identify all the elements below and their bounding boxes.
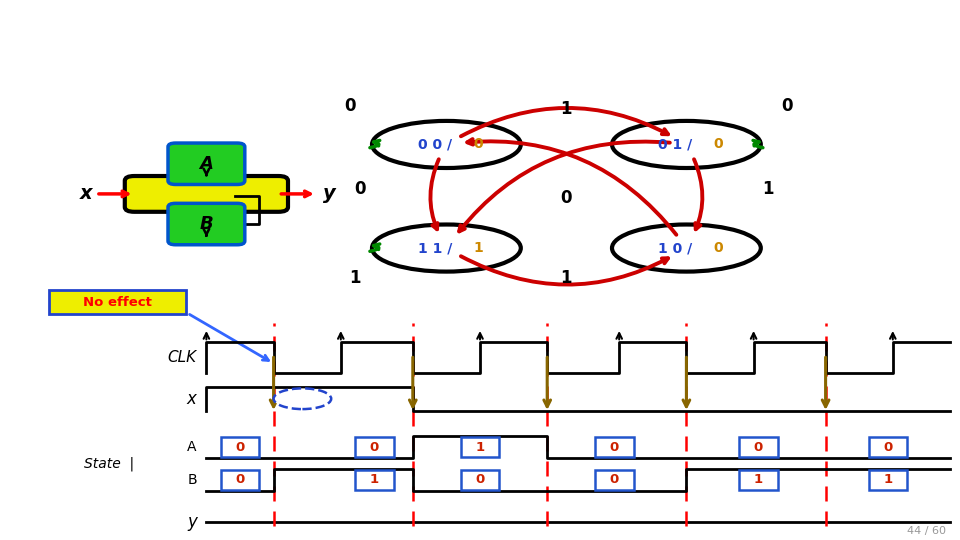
Text: 0: 0 — [235, 441, 245, 454]
Text: 0: 0 — [475, 474, 485, 487]
Text: 1: 1 — [349, 269, 361, 287]
Ellipse shape — [372, 225, 521, 272]
Text: y: y — [323, 184, 336, 204]
FancyBboxPatch shape — [355, 470, 394, 490]
Text: x: x — [187, 390, 197, 408]
Ellipse shape — [372, 121, 521, 168]
Text: 0: 0 — [235, 474, 245, 487]
Text: 1: 1 — [561, 100, 572, 118]
FancyBboxPatch shape — [168, 143, 245, 185]
Text: 1 1 /: 1 1 / — [418, 241, 452, 255]
Text: 0: 0 — [713, 241, 723, 255]
Text: No effect: No effect — [84, 296, 152, 309]
Text: 1: 1 — [762, 180, 774, 198]
Text: A: A — [187, 440, 197, 454]
FancyBboxPatch shape — [49, 291, 186, 314]
Text: 0: 0 — [781, 98, 793, 116]
FancyBboxPatch shape — [869, 470, 907, 490]
Text: 44 / 60: 44 / 60 — [906, 526, 946, 536]
FancyBboxPatch shape — [739, 437, 778, 457]
Text: Timing Diagram: Timing Diagram — [21, 22, 357, 58]
Text: y: y — [187, 513, 197, 531]
Text: 0: 0 — [610, 474, 619, 487]
Text: B: B — [187, 473, 197, 487]
FancyBboxPatch shape — [221, 437, 259, 457]
FancyBboxPatch shape — [168, 204, 245, 245]
Text: A: A — [200, 155, 213, 173]
Ellipse shape — [612, 121, 760, 168]
Text: 0: 0 — [610, 441, 619, 454]
FancyBboxPatch shape — [869, 437, 907, 457]
Text: 1: 1 — [561, 269, 572, 287]
Text: 0: 0 — [883, 441, 893, 454]
Text: 0: 0 — [561, 190, 572, 207]
FancyBboxPatch shape — [595, 470, 634, 490]
Text: 0: 0 — [473, 138, 483, 151]
Text: 1: 1 — [475, 441, 485, 454]
Ellipse shape — [612, 225, 760, 272]
FancyBboxPatch shape — [739, 470, 778, 490]
FancyBboxPatch shape — [461, 470, 499, 490]
Text: State  |: State | — [84, 456, 134, 471]
Text: 0: 0 — [754, 441, 763, 454]
Text: CLK: CLK — [168, 350, 197, 365]
Text: 1: 1 — [370, 474, 379, 487]
FancyBboxPatch shape — [125, 176, 288, 212]
Text: 0: 0 — [345, 98, 356, 116]
FancyBboxPatch shape — [595, 437, 634, 457]
FancyBboxPatch shape — [221, 470, 259, 490]
Text: 1: 1 — [754, 474, 763, 487]
Text: 0: 0 — [713, 138, 723, 151]
Text: 1: 1 — [883, 474, 893, 487]
Text: x: x — [80, 184, 93, 204]
FancyBboxPatch shape — [355, 437, 394, 457]
Text: 1: 1 — [473, 241, 483, 255]
Text: 0: 0 — [370, 441, 379, 454]
Text: 0: 0 — [354, 180, 366, 198]
Ellipse shape — [274, 388, 331, 409]
Text: B: B — [200, 215, 213, 233]
Text: 0 1 /: 0 1 / — [658, 138, 692, 151]
Text: 0 0 /: 0 0 / — [418, 138, 452, 151]
Text: 1 0 /: 1 0 / — [658, 241, 692, 255]
FancyBboxPatch shape — [461, 437, 499, 457]
